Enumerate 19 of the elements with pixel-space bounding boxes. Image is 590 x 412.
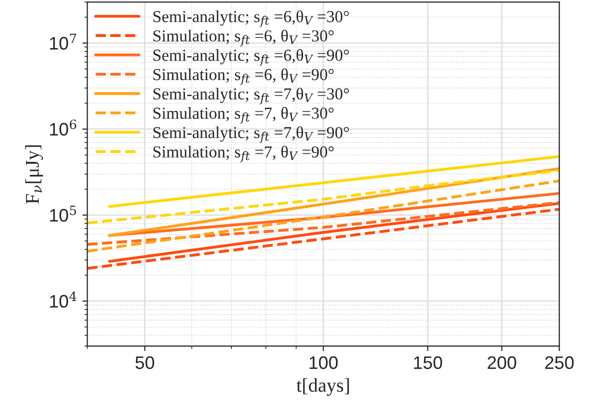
y-tick-label: 10$^{7}$ — [50, 34, 76, 50]
x-tick-label: 250 — [545, 356, 574, 370]
y-tick-label: 10$^{6}$ — [50, 120, 76, 136]
legend-label: Simulation; s$_{ft}$ =7, θ$_{V}$ =90° — [153, 146, 334, 162]
legend-label: Simulation; s$_{ft}$ =7, θ$_{V}$ =30° — [153, 107, 334, 124]
y-tick-label: 10$^{5}$ — [50, 206, 76, 222]
x-tick-label: 200 — [488, 356, 516, 370]
y-axis-title: F$_{ν}$[μJy] — [25, 145, 43, 204]
legend-label: Simulation; s$_{ft}$ =6, θ$_{V}$ =30° — [153, 30, 334, 46]
x-axis-title: t[days] — [296, 378, 349, 396]
x-tick-label: 150 — [414, 356, 442, 370]
legend-label: Semi-analytic; s$_{ft}$ =7,θ$_{V}$ =90° — [153, 126, 349, 144]
x-tick-label: 50 — [135, 356, 154, 370]
legend-label: Semi-analytic; s$_{ft}$ =7,θ$_{V}$ =30° — [153, 88, 349, 104]
y-tick-label: 10$^{4}$ — [50, 292, 76, 308]
legend-label: Simulation; s$_{ft}$ =6, θ$_{V}$ =90° — [153, 68, 334, 86]
x-tick-label: 100 — [310, 356, 338, 370]
legend-label: Semi-analytic; s$_{ft}$ =6,θ$_{V}$ =90° — [153, 49, 349, 66]
legend-label: Semi-analytic; s$_{ft}$ =6,θ$_{V}$ =30° — [153, 10, 349, 28]
